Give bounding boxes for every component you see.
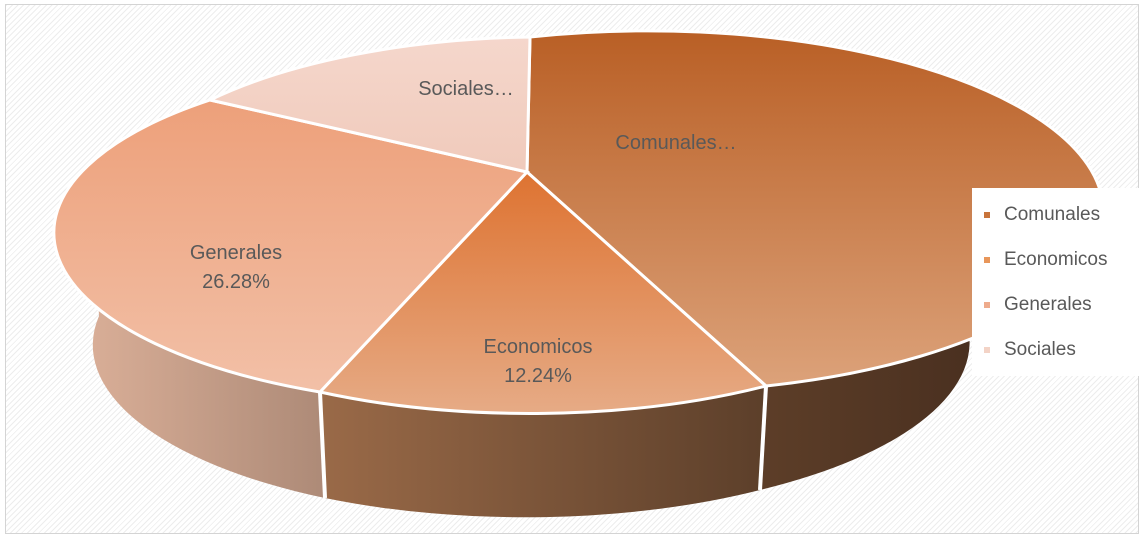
legend-item-comunales: Comunales <box>978 192 1138 237</box>
legend-label-economicos: Economicos <box>1004 248 1108 270</box>
data-label-generales-value: 26.28% <box>202 271 270 293</box>
legend-swatch-economicos <box>984 256 990 263</box>
data-label-generales: Generales <box>190 242 282 264</box>
legend-item-economicos: Economicos <box>978 237 1138 282</box>
legend-swatch-generales <box>984 301 990 308</box>
slice-generales <box>52 98 530 394</box>
legend-label-sociales: Sociales <box>1004 338 1076 360</box>
legend: Comunales Economicos Generales Sociales <box>972 188 1141 376</box>
legend-item-generales: Generales <box>978 282 1138 327</box>
legend-label-comunales: Comunales <box>1004 203 1101 225</box>
legend-label-generales: Generales <box>1004 293 1092 315</box>
legend-swatch-comunales <box>984 211 990 218</box>
data-label-comunales: Comunales… <box>615 132 736 154</box>
legend-item-sociales: Sociales <box>978 327 1138 372</box>
legend-swatch-sociales <box>984 346 990 353</box>
slice-sociales <box>205 35 532 174</box>
slice-economicos <box>317 169 770 415</box>
pie-side-generales <box>87 210 326 498</box>
data-label-economicos: Economicos <box>484 336 593 358</box>
data-label-sociales: Sociales… <box>418 78 514 100</box>
pie-side-economicos <box>320 386 766 518</box>
slice-comunales <box>525 29 1105 388</box>
pie-top <box>52 29 1105 415</box>
data-label-economicos-value: 12.24% <box>504 365 572 387</box>
